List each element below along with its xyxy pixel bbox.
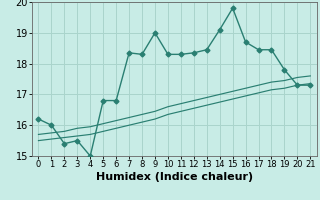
X-axis label: Humidex (Indice chaleur): Humidex (Indice chaleur) [96,172,253,182]
